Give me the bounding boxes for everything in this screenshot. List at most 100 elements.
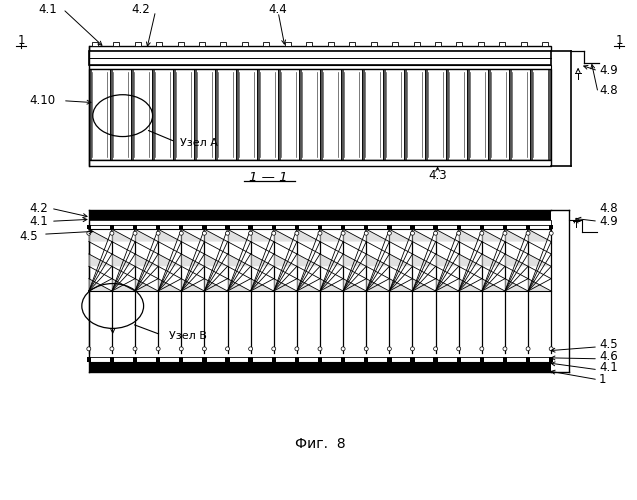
Bar [278, 69, 281, 160]
Bar [202, 357, 206, 362]
Circle shape [272, 347, 276, 351]
Bar [132, 69, 150, 160]
Polygon shape [366, 278, 389, 291]
Bar [392, 42, 398, 46]
Bar [89, 69, 92, 160]
Polygon shape [366, 278, 389, 291]
Polygon shape [528, 254, 551, 266]
Polygon shape [389, 229, 413, 241]
Polygon shape [89, 254, 112, 266]
Polygon shape [227, 229, 250, 241]
Bar [133, 226, 137, 229]
Circle shape [387, 231, 391, 235]
Bar [206, 357, 225, 362]
Polygon shape [528, 229, 551, 241]
Bar [427, 69, 445, 160]
Bar [542, 42, 548, 46]
Text: 4.1: 4.1 [599, 362, 618, 374]
Bar [387, 357, 392, 362]
Bar [89, 216, 551, 220]
Bar [413, 42, 420, 46]
Text: Фиг.  8: Фиг. 8 [295, 438, 345, 452]
Polygon shape [297, 278, 320, 291]
Bar [299, 226, 318, 229]
Bar [173, 69, 176, 160]
Bar [131, 69, 134, 160]
Polygon shape [389, 254, 413, 266]
Polygon shape [343, 254, 366, 266]
Bar [526, 357, 530, 362]
Bar [368, 357, 387, 362]
Circle shape [156, 231, 160, 235]
Bar [318, 226, 322, 229]
Bar [248, 226, 253, 229]
Bar [530, 357, 549, 362]
Circle shape [272, 231, 276, 235]
Bar [404, 69, 407, 160]
Polygon shape [182, 254, 204, 266]
Bar [549, 357, 554, 362]
Polygon shape [436, 278, 459, 291]
Bar [327, 42, 334, 46]
Polygon shape [459, 254, 482, 266]
Bar [509, 69, 512, 160]
Bar [507, 226, 526, 229]
Bar [484, 226, 503, 229]
Bar [467, 69, 470, 160]
Polygon shape [250, 229, 274, 241]
Circle shape [480, 231, 484, 235]
Circle shape [341, 347, 345, 351]
Bar [438, 226, 457, 229]
Circle shape [457, 347, 461, 351]
Polygon shape [227, 278, 250, 291]
Bar [318, 357, 322, 362]
Text: 4.2: 4.2 [131, 2, 150, 16]
Bar [320, 69, 323, 160]
Polygon shape [89, 278, 112, 291]
Bar [230, 357, 248, 362]
Bar [511, 69, 529, 160]
Polygon shape [413, 254, 436, 266]
Bar [89, 65, 551, 69]
Bar [526, 226, 530, 229]
Bar [114, 357, 133, 362]
Polygon shape [482, 229, 505, 241]
Polygon shape [320, 278, 343, 291]
Polygon shape [204, 254, 227, 266]
Bar [406, 69, 424, 160]
Bar [87, 226, 91, 229]
Bar [175, 69, 192, 160]
Polygon shape [459, 229, 482, 241]
Polygon shape [436, 229, 459, 241]
Bar [220, 42, 227, 46]
Circle shape [364, 347, 368, 351]
Polygon shape [482, 278, 505, 291]
Polygon shape [505, 254, 528, 266]
Bar [253, 226, 271, 229]
Polygon shape [297, 254, 320, 266]
Bar [154, 69, 171, 160]
Polygon shape [436, 229, 459, 241]
Circle shape [526, 231, 530, 235]
Polygon shape [135, 229, 158, 241]
Polygon shape [343, 254, 366, 266]
Polygon shape [366, 229, 389, 241]
Text: 4.5: 4.5 [19, 230, 38, 242]
Bar [236, 69, 239, 160]
Text: 4.4: 4.4 [269, 2, 287, 16]
Bar [248, 357, 253, 362]
Circle shape [503, 231, 507, 235]
Circle shape [248, 347, 253, 351]
Bar [137, 357, 156, 362]
Polygon shape [366, 254, 389, 266]
Bar [341, 357, 345, 362]
Bar [480, 226, 484, 229]
Polygon shape [158, 229, 182, 241]
Bar [503, 226, 507, 229]
Polygon shape [389, 254, 413, 266]
Bar [276, 357, 295, 362]
Bar [306, 42, 312, 46]
Bar [91, 357, 110, 362]
Bar [364, 226, 368, 229]
Polygon shape [135, 229, 158, 241]
